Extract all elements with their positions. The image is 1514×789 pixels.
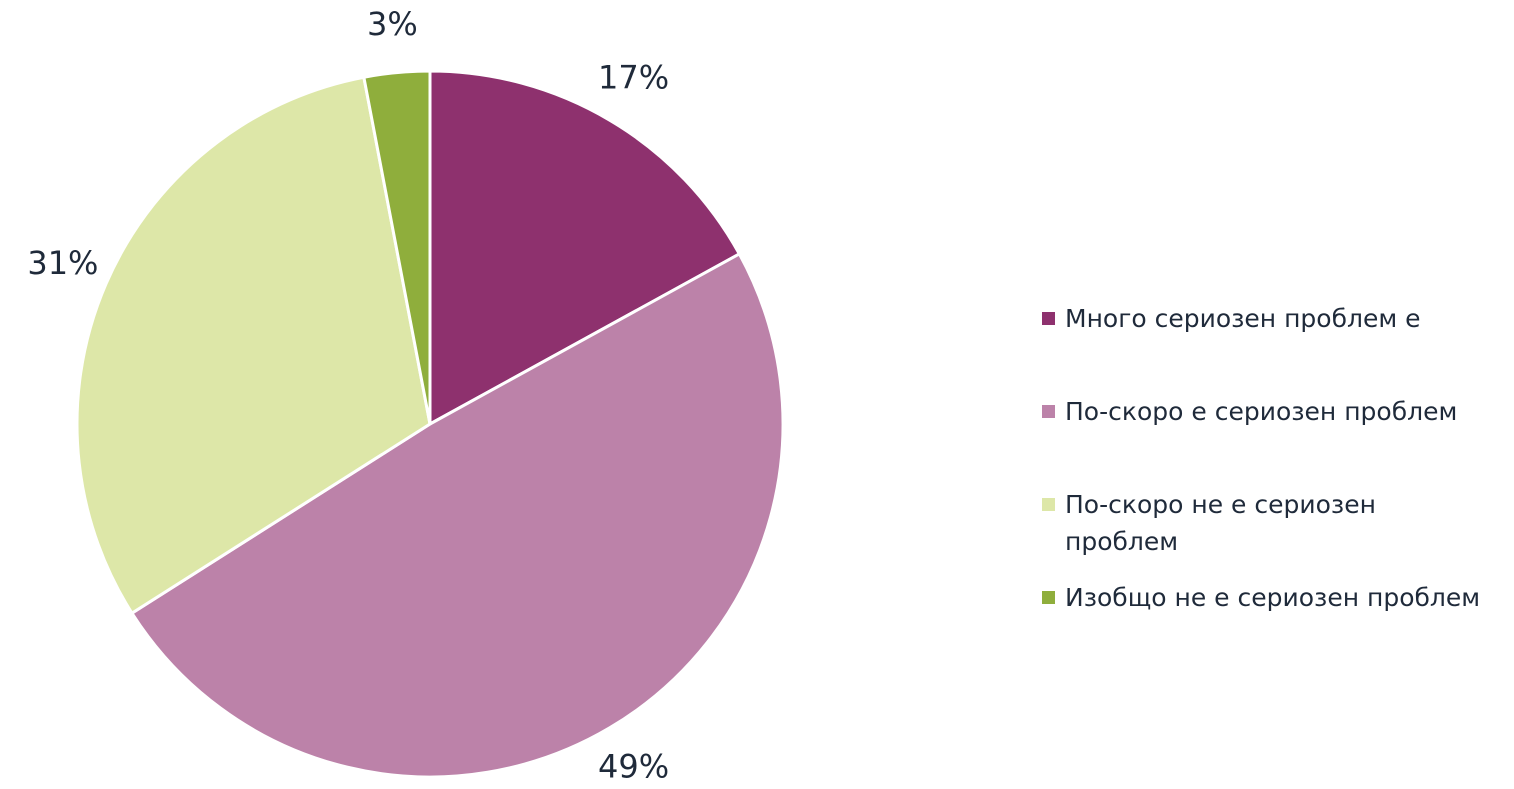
legend-swatch bbox=[1042, 591, 1055, 604]
legend-item: Изобщо не е сериозен проблем bbox=[1042, 579, 1502, 672]
legend-item: Много сериозен проблем е bbox=[1042, 300, 1502, 393]
legend-swatch bbox=[1042, 498, 1055, 511]
pie-slice bbox=[428, 69, 742, 427]
legend-label: Изобщо не е сериозен проблем bbox=[1065, 583, 1481, 612]
legend-label: Много сериозен проблем е bbox=[1065, 304, 1421, 333]
data-label: 17% bbox=[598, 59, 669, 97]
data-label: 49% bbox=[598, 747, 669, 785]
pie-slice bbox=[75, 75, 432, 616]
legend-item: По-скоро не е сериозен проблем bbox=[1042, 486, 1502, 579]
pie-slice bbox=[362, 69, 432, 425]
chart: 17% 49% 31% 3% bbox=[27, 5, 785, 785]
legend-swatch bbox=[1042, 405, 1055, 418]
legend-label: По-скоро е сериозен проблем bbox=[1065, 397, 1458, 426]
data-label: 31% bbox=[27, 244, 98, 282]
data-label: 3% bbox=[367, 5, 418, 43]
legend: Много сериозен проблем е По-скоро е серио… bbox=[1042, 300, 1502, 672]
legend-label: По-скоро не е сериозен проблем bbox=[1065, 490, 1376, 556]
legend-swatch bbox=[1042, 312, 1055, 325]
pie-slice bbox=[129, 251, 785, 779]
legend-item: По-скоро е сериозен проблем bbox=[1042, 393, 1502, 486]
